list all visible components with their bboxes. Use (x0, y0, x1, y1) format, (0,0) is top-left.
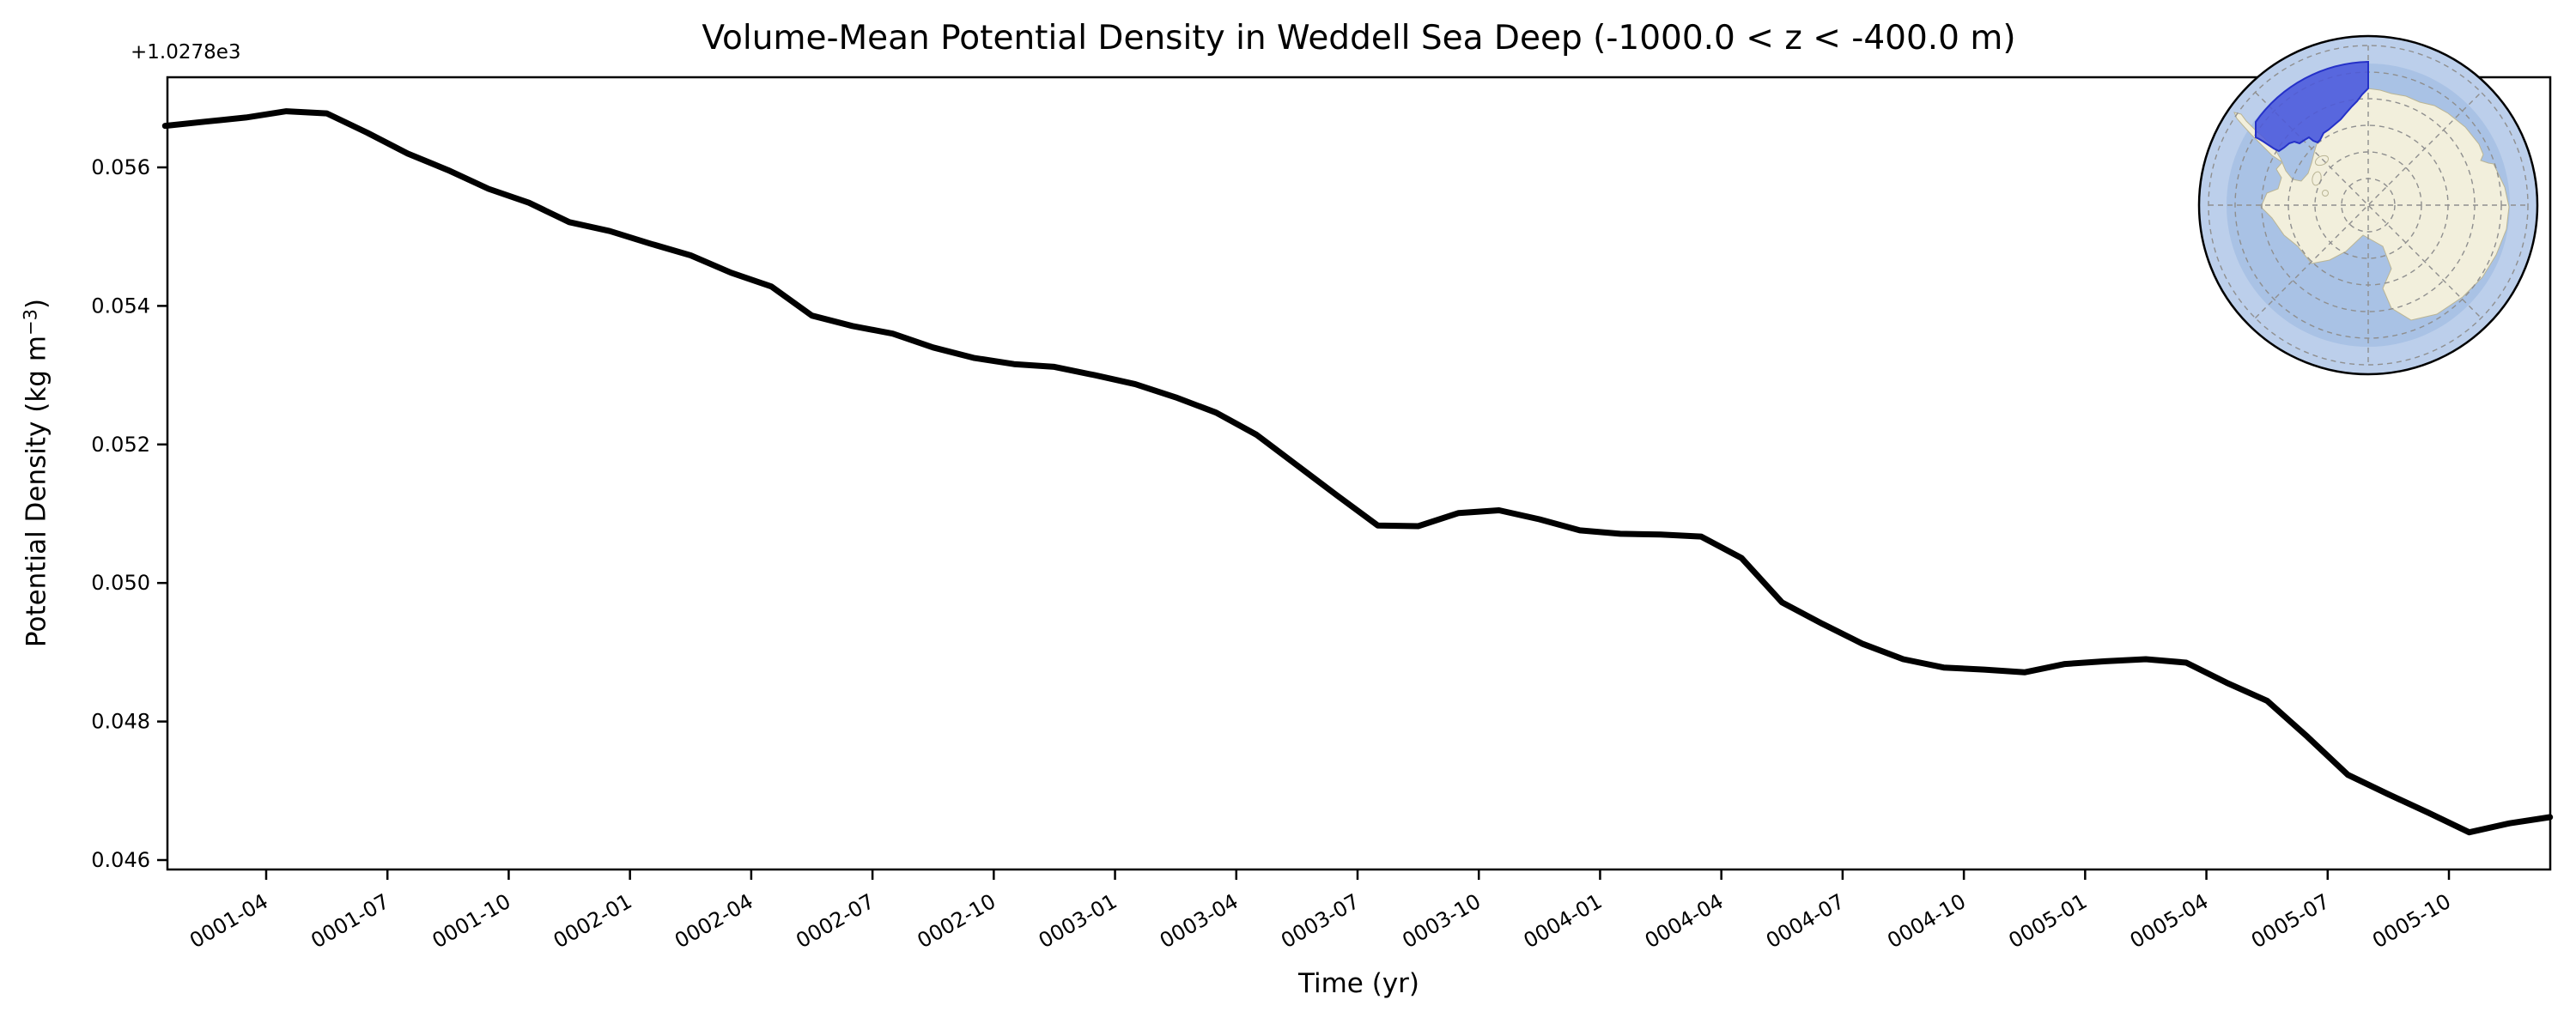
x-tick-label: 0002-01 (550, 889, 636, 953)
map-islands (2312, 154, 2330, 197)
x-tick-label: 0004-01 (1520, 889, 1607, 953)
y-tick-label: 0.052 (91, 433, 150, 457)
antarctica-inset-map (2197, 34, 2539, 376)
x-tick-label: 0001-07 (307, 889, 393, 953)
y-tick-label: 0.056 (91, 155, 150, 179)
axes-frame (166, 76, 2552, 871)
map-graticule (2208, 45, 2529, 366)
x-tick-label: 0005-04 (2126, 889, 2213, 953)
y-axis-offset-label: +1.0278e3 (131, 41, 241, 64)
map-border-circle (2197, 34, 2539, 376)
x-tick-label: 0005-10 (2368, 889, 2455, 953)
island (2312, 171, 2322, 186)
x-tick-label: 0001-04 (185, 889, 272, 953)
y-tick-label: 0.054 (91, 294, 150, 318)
x-tick-label: 0004-04 (1641, 889, 1728, 953)
x-tick-label: 0003-04 (1156, 889, 1242, 953)
x-tick-label: 0005-01 (2004, 889, 2091, 953)
chart-title: Volume-Mean Potential Density in Weddell… (702, 19, 2016, 58)
x-tick-label: 0002-04 (671, 889, 757, 953)
island (2314, 154, 2330, 167)
island (2322, 190, 2329, 197)
antarctica-landmass (2233, 88, 2510, 321)
x-tick-label: 0004-10 (1883, 889, 1970, 953)
x-tick-label: 0002-10 (913, 889, 999, 953)
x-axis-label: Time (yr) (1298, 968, 1419, 999)
x-tick-label: 0002-07 (792, 889, 878, 953)
y-tick-label: 0.046 (91, 848, 150, 872)
x-tick-label: 0003-07 (1277, 889, 1364, 953)
weddell-sea-region-highlight (2255, 60, 2369, 153)
x-tick-label: 0001-10 (428, 889, 515, 953)
x-tick-label: 0004-07 (1762, 889, 1849, 953)
x-tick-label: 0003-10 (1398, 889, 1485, 953)
x-tick-label: 0003-01 (1035, 889, 1121, 953)
x-tick-label: 0005-07 (2247, 889, 2334, 953)
y-tick-label: 0.048 (91, 710, 150, 734)
potential-density-line (161, 108, 2554, 836)
y-tick-label: 0.050 (91, 571, 150, 595)
